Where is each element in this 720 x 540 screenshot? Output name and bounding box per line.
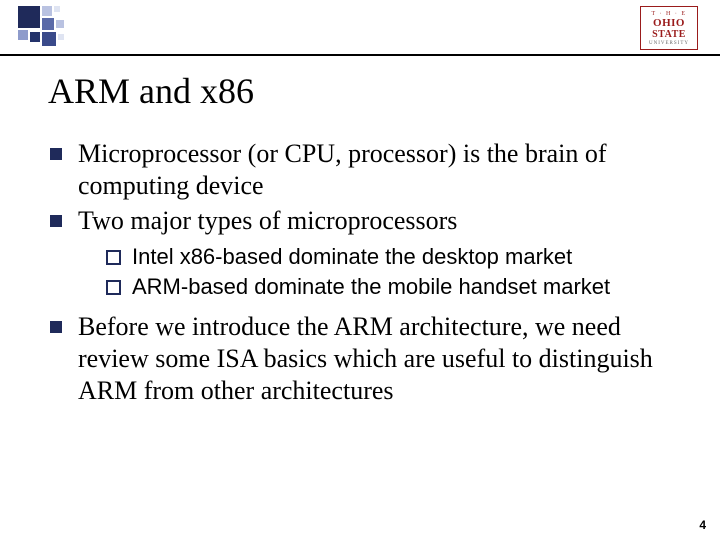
decor-square [58,34,64,40]
bullet-level1: Microprocessor (or CPU, processor) is th… [48,138,680,201]
bullet-list-level1: Microprocessor (or CPU, processor) is th… [48,138,680,407]
decor-squares [18,6,90,54]
decor-square [42,6,52,16]
university-logo: T · H · E OHIO STATE UNIVERSITY [640,6,698,50]
logo-line-state: STATE [652,29,686,40]
bullet-list-level2: Intel x86-based dominate the desktop mar… [78,243,680,301]
decor-square [54,6,60,12]
slide-header: T · H · E OHIO STATE UNIVERSITY [0,0,720,58]
decor-square [42,32,56,46]
bullet-text: Before we introduce the ARM architecture… [78,312,653,404]
logo-line-university: UNIVERSITY [649,41,689,46]
decor-square [18,6,40,28]
bullet-level1: Before we introduce the ARM architecture… [48,311,680,406]
header-rule [0,54,720,56]
decor-square [30,32,40,42]
logo-line-ohio: OHIO [653,17,685,29]
slide-title: ARM and x86 [48,70,680,112]
slide-body: ARM and x86 Microprocessor (or CPU, proc… [48,70,680,510]
decor-square [56,20,64,28]
bullet-text: Microprocessor (or CPU, processor) is th… [78,139,607,200]
bullet-level2: Intel x86-based dominate the desktop mar… [106,243,680,271]
bullet-text: Two major types of microprocessors [78,206,457,235]
bullet-level1: Two major types of microprocessors Intel … [48,205,680,301]
page-number: 4 [699,518,706,532]
decor-square [18,30,28,40]
decor-square [42,18,54,30]
bullet-level2: ARM-based dominate the mobile handset ma… [106,273,680,301]
